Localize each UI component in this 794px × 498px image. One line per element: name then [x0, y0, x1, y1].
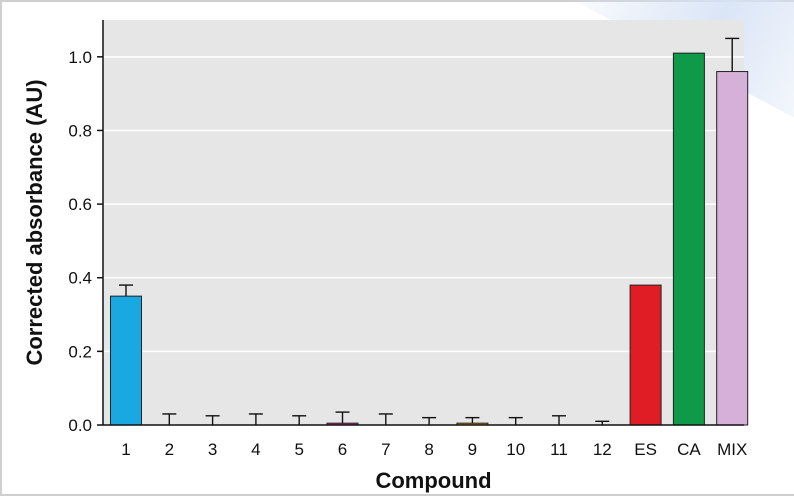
x-tick-label: MIX — [717, 440, 747, 459]
x-tick-label: 11 — [550, 440, 568, 459]
y-axis-title: Corrected absorbance (AU) — [22, 79, 47, 365]
bar-ES — [629, 284, 662, 426]
x-tick-label: ES — [634, 440, 657, 459]
x-tick-label: 6 — [338, 440, 347, 459]
bar-1 — [110, 295, 142, 426]
y-tick-label: 0.4 — [68, 269, 92, 288]
y-tick-label: 1.0 — [68, 48, 92, 67]
bar-MIX — [716, 71, 749, 426]
x-tick-label: 9 — [468, 440, 477, 459]
y-tick-label: 0.6 — [68, 195, 92, 214]
x-tick-label: 8 — [424, 440, 433, 459]
x-axis-title: Compound — [375, 468, 491, 493]
bar-CA — [672, 52, 705, 426]
x-tick-label: 1 — [121, 440, 130, 459]
x-tick-label: 10 — [506, 440, 525, 459]
x-tick-label: 5 — [294, 440, 303, 459]
y-tick-label: 0.2 — [68, 342, 92, 361]
x-tick-label: CA — [677, 440, 701, 459]
x-tick-label: 4 — [251, 440, 260, 459]
y-tick-label: 0.8 — [68, 121, 92, 140]
x-tick-label: 2 — [165, 440, 174, 459]
y-tick-label: 0.0 — [68, 416, 92, 435]
x-tick-label: 7 — [381, 440, 390, 459]
x-tick-label: 12 — [593, 440, 612, 459]
x-tick-label: 3 — [208, 440, 217, 459]
